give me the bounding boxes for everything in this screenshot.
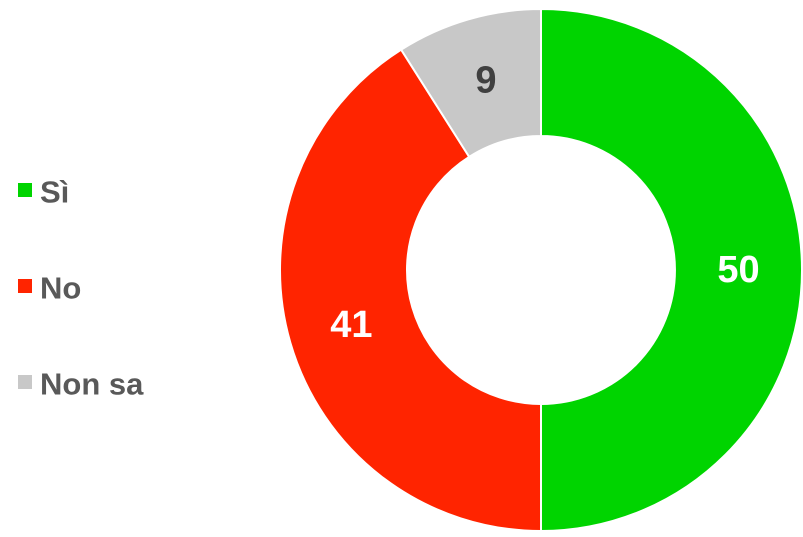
- data-label: 41: [330, 304, 372, 346]
- legend-label: No: [40, 271, 81, 306]
- legend-label: Non sa: [40, 367, 144, 402]
- data-label: 50: [717, 249, 759, 291]
- legend-swatch: [18, 279, 32, 293]
- legend-swatch: [18, 375, 32, 389]
- data-label: 9: [475, 59, 496, 101]
- legend-swatch: [18, 183, 32, 197]
- donut-segment: [279, 48, 542, 533]
- donut-segment: [540, 7, 803, 533]
- donut-segment: [399, 7, 542, 159]
- legend-label: Sì: [40, 175, 69, 210]
